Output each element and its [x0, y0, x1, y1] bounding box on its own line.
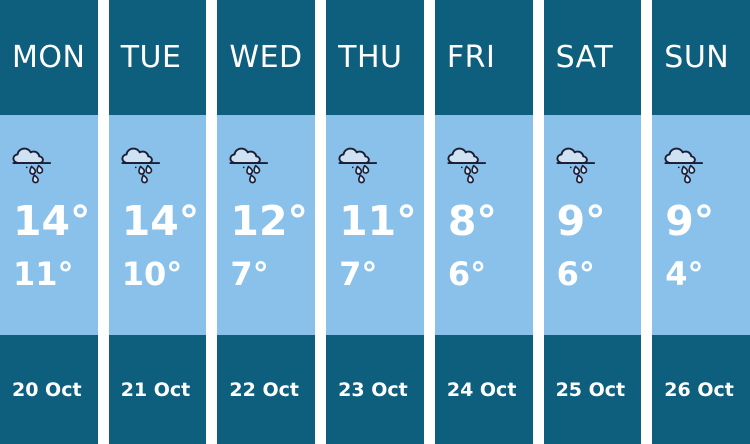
day-conditions: 12° 7°: [217, 115, 316, 335]
high-temp: 8°: [447, 197, 497, 245]
rain-cloud-icon: [337, 142, 379, 186]
date-label: 24 Oct: [434, 335, 533, 444]
date-label: 23 Oct: [326, 335, 424, 444]
day-name: WED: [217, 0, 316, 115]
day-conditions: 9° 6°: [543, 115, 642, 335]
day-name: MON: [0, 0, 98, 115]
day-column-wed: WED 12° 7° 22 Oct: [217, 0, 316, 444]
high-temp: 9°: [556, 197, 606, 245]
date-label: 20 Oct: [0, 335, 98, 444]
high-temp: 11°: [339, 197, 417, 245]
rain-cloud-icon: [228, 142, 270, 186]
low-temp: 7°: [230, 255, 269, 293]
day-column-thu: THU 11° 7° 23 Oct: [326, 0, 424, 444]
day-column-sun: SUN 9° 4° 26 Oct: [652, 0, 750, 444]
rain-cloud-icon: [555, 142, 597, 186]
day-conditions: 14° 11°: [0, 115, 98, 335]
rain-cloud-icon: [663, 142, 705, 186]
day-conditions: 14° 10°: [108, 115, 207, 335]
low-temp: 4°: [665, 255, 704, 293]
low-temp: 11°: [13, 255, 74, 293]
day-column-fri: FRI 8° 6° 24 Oct: [434, 0, 533, 444]
rain-cloud-icon: [120, 142, 162, 186]
rain-cloud-icon: [11, 142, 53, 186]
day-conditions: 8° 6°: [434, 115, 533, 335]
day-name: THU: [326, 0, 424, 115]
high-temp: 14°: [13, 197, 91, 245]
day-name: TUE: [108, 0, 207, 115]
rain-cloud-icon: [446, 142, 488, 186]
day-column-tue: TUE 14° 10° 21 Oct: [108, 0, 207, 444]
date-label: 22 Oct: [217, 335, 316, 444]
date-label: 26 Oct: [652, 335, 750, 444]
low-temp: 10°: [121, 255, 183, 293]
day-column-mon: MON 14° 11° 20 Oct: [0, 0, 98, 444]
day-name: SUN: [652, 0, 750, 115]
high-temp: 12°: [230, 197, 308, 245]
day-conditions: 9° 4°: [652, 115, 750, 335]
day-name: SAT: [543, 0, 642, 115]
day-conditions: 11° 7°: [326, 115, 424, 335]
date-label: 25 Oct: [543, 335, 642, 444]
day-name: FRI: [434, 0, 533, 115]
low-temp: 6°: [556, 255, 595, 293]
date-label: 21 Oct: [108, 335, 207, 444]
day-column-sat: SAT 9° 6° 25 Oct: [543, 0, 642, 444]
high-temp: 9°: [665, 197, 715, 245]
low-temp: 7°: [339, 255, 378, 293]
low-temp: 6°: [447, 255, 487, 293]
high-temp: 14°: [121, 197, 200, 245]
